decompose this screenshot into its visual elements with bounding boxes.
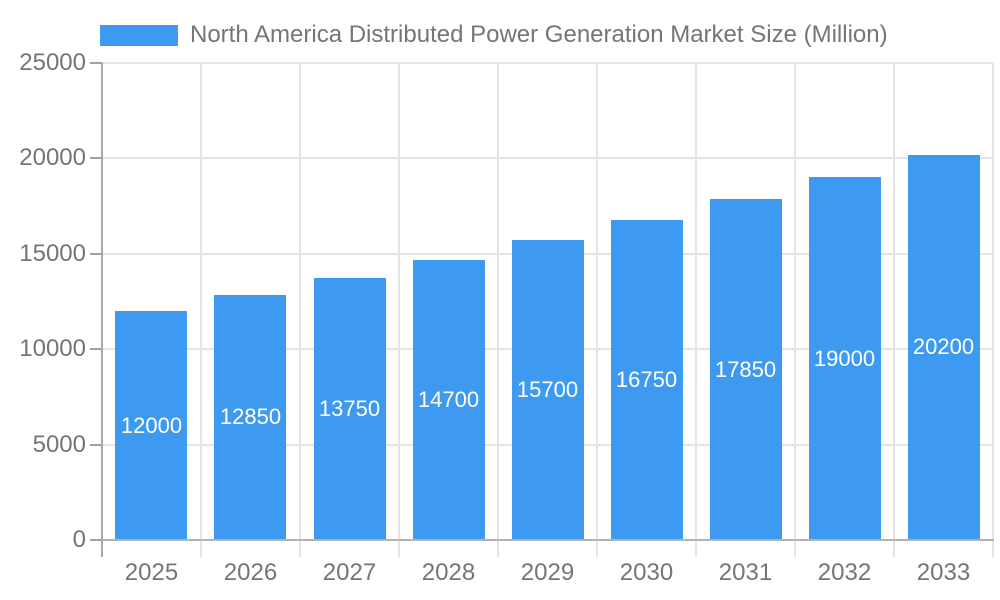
y-tick-label: 20000 bbox=[19, 144, 86, 172]
y-axis-tick bbox=[90, 348, 102, 351]
x-gridline bbox=[200, 63, 202, 557]
bar[interactable]: 13750 bbox=[313, 277, 386, 540]
x-gridline bbox=[694, 63, 697, 557]
x-tick-label: 2028 bbox=[421, 559, 476, 586]
legend-label: North America Distributed Power Generati… bbox=[190, 21, 888, 48]
bar[interactable]: 12000 bbox=[115, 311, 188, 540]
y-axis-tick bbox=[90, 157, 102, 160]
y-tick-label: 15000 bbox=[19, 239, 86, 267]
bar-value-label: 19000 bbox=[813, 345, 876, 371]
y-axis-line bbox=[101, 63, 103, 557]
x-tick-label: 2030 bbox=[619, 559, 674, 586]
x-tick-label: 2026 bbox=[223, 559, 278, 586]
x-gridline bbox=[497, 63, 499, 557]
x-gridline bbox=[397, 63, 400, 557]
bar-value-label: 16750 bbox=[615, 367, 678, 393]
bar-value-label: 14700 bbox=[417, 386, 480, 412]
y-axis-tick bbox=[90, 252, 102, 255]
bar-value-label: 17850 bbox=[714, 356, 777, 382]
bar[interactable]: 15700 bbox=[511, 240, 584, 540]
bar[interactable]: 16750 bbox=[610, 220, 683, 540]
bar-value-label: 15700 bbox=[516, 377, 579, 403]
x-tick-label: 2032 bbox=[817, 559, 872, 586]
x-tick-label: 2027 bbox=[322, 559, 377, 586]
y-axis-tick bbox=[90, 443, 102, 446]
y-gridline bbox=[102, 62, 993, 64]
legend[interactable]: North America Distributed Power Generati… bbox=[100, 21, 888, 49]
x-gridline bbox=[893, 63, 895, 557]
x-tick-label: 2029 bbox=[520, 559, 575, 586]
bar-value-label: 12850 bbox=[219, 404, 282, 430]
bar-value-label: 20200 bbox=[912, 334, 975, 360]
x-tick-label: 2025 bbox=[124, 559, 179, 586]
bar[interactable]: 17850 bbox=[709, 199, 782, 540]
y-tick-label: 25000 bbox=[19, 49, 86, 76]
x-axis-line bbox=[101, 539, 994, 541]
y-axis-tick bbox=[90, 539, 102, 541]
x-tick-label: 2031 bbox=[718, 559, 773, 586]
y-gridline bbox=[102, 157, 993, 160]
y-tick-label: 0 bbox=[72, 526, 86, 553]
x-gridline bbox=[299, 63, 301, 557]
bar[interactable]: 19000 bbox=[808, 177, 881, 540]
plot-area: 0 5000 10000 15000 20000 25000 12000 2025 12850 2… bbox=[19, 51, 994, 585]
bar[interactable]: 12850 bbox=[214, 294, 287, 540]
x-gridline bbox=[794, 63, 796, 557]
x-tick-label: 2033 bbox=[916, 559, 971, 586]
x-gridline bbox=[992, 63, 994, 557]
bar[interactable]: 20200 bbox=[907, 154, 980, 540]
bar-value-label: 12000 bbox=[120, 412, 183, 438]
y-axis-tick bbox=[90, 62, 102, 64]
legend-swatch[interactable] bbox=[100, 24, 178, 46]
y-tick-label: 10000 bbox=[19, 335, 86, 363]
bar-value-label: 13750 bbox=[318, 395, 381, 421]
bar[interactable]: 14700 bbox=[412, 259, 485, 540]
x-gridline bbox=[596, 63, 598, 557]
y-tick-label: 5000 bbox=[32, 430, 86, 458]
